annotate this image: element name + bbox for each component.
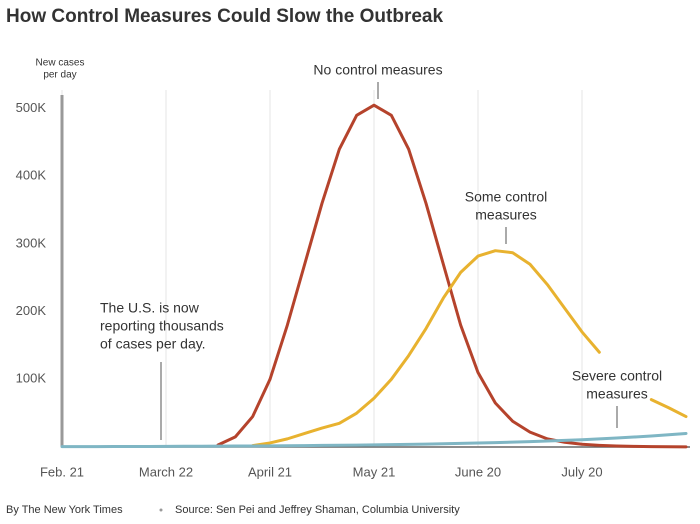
x-tick-label: Feb. 21 — [40, 464, 84, 479]
footer-credit: By The New York Times — [6, 504, 123, 516]
annotation: Some control — [465, 189, 547, 205]
y-tick-label: 200K — [16, 303, 47, 318]
series-line — [60, 431, 688, 449]
annotation: The U.S. is now — [100, 300, 200, 316]
annotation: measures — [586, 386, 647, 402]
y-axis-label: New cases — [36, 58, 85, 69]
footer-source: Source: Sen Pei and Jeffrey Shaman, Colu… — [175, 504, 460, 516]
y-axis-label: per day — [43, 70, 76, 81]
annotation: of cases per day. — [100, 336, 206, 352]
annotation: reporting thousands — [100, 318, 224, 334]
series-line — [251, 249, 688, 448]
y-tick-label: 100K — [16, 371, 47, 386]
y-tick-label: 300K — [16, 235, 47, 250]
x-tick-label: June 20 — [455, 464, 501, 479]
x-tick-label: July 20 — [561, 464, 602, 479]
x-tick-label: March 22 — [139, 464, 193, 479]
x-tick-label: April 21 — [248, 464, 292, 479]
footer-separator — [159, 508, 163, 512]
chart-title: How Control Measures Could Slow the Outb… — [6, 6, 443, 27]
x-tick-label: May 21 — [353, 464, 396, 479]
annotation: Severe control — [572, 368, 662, 384]
series-line — [216, 103, 688, 449]
y-tick-label: 500K — [16, 100, 47, 115]
annotation: measures — [475, 207, 536, 223]
y-tick-label: 400K — [16, 168, 47, 183]
annotation: No control measures — [313, 62, 442, 78]
